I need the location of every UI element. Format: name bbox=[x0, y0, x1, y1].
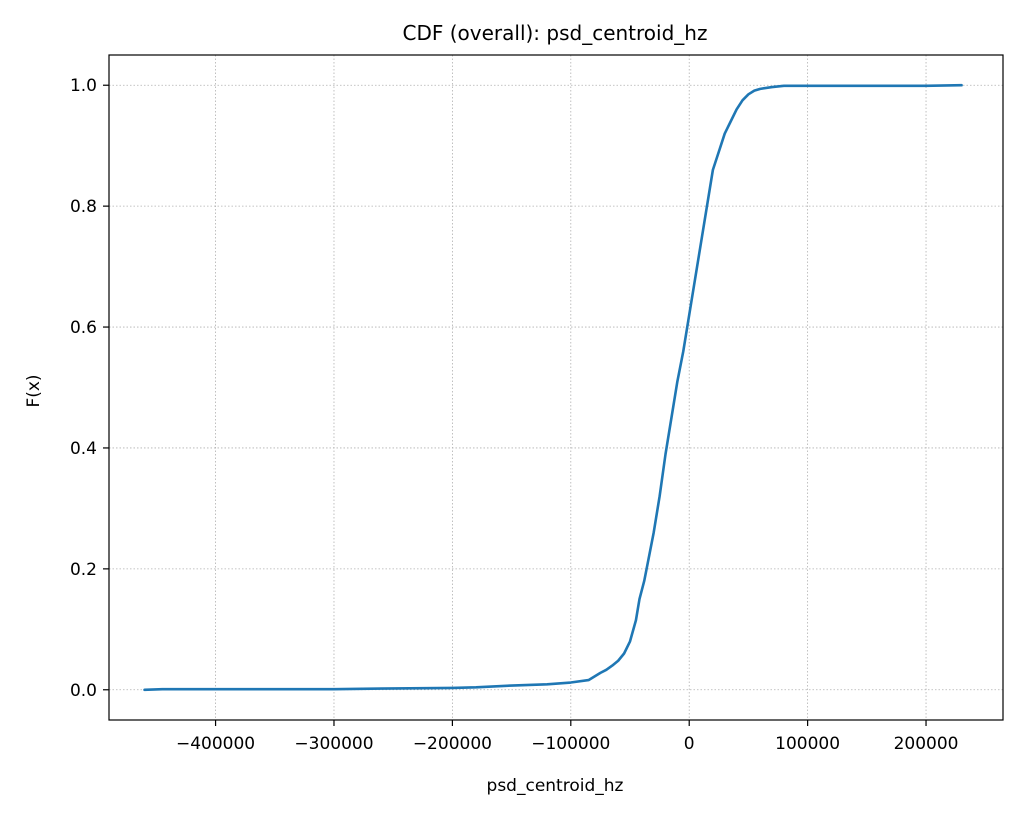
x-axis-label: psd_centroid_hz bbox=[487, 776, 624, 796]
cdf-series-line bbox=[143, 83, 963, 692]
x-tick-label: −100000 bbox=[531, 734, 610, 754]
plot-frame bbox=[108, 54, 1004, 721]
x-tick-label: −200000 bbox=[413, 734, 492, 754]
x-tick-label: 100000 bbox=[775, 734, 840, 754]
y-tick-label: 0.2 bbox=[70, 560, 97, 580]
x-tick-label: −400000 bbox=[176, 734, 255, 754]
grid bbox=[109, 55, 1003, 720]
y-tick-label: 0.8 bbox=[70, 197, 97, 217]
x-tick-label: 200000 bbox=[894, 734, 959, 754]
y-axis-label: F(x) bbox=[24, 374, 44, 407]
series-layer bbox=[143, 83, 963, 692]
y-tick-label: 1.0 bbox=[70, 76, 97, 96]
y-tick-label: 0.6 bbox=[70, 318, 97, 338]
y-axis: 0.0 0.2 0.4 0.6 0.8 1.0 bbox=[70, 76, 109, 701]
y-tick-label: 0.0 bbox=[70, 681, 97, 701]
y-tick-label: 0.4 bbox=[70, 439, 97, 459]
x-tick-label: −300000 bbox=[294, 734, 373, 754]
x-axis: −400000 −300000 −200000 −100000 0 100000 20000… bbox=[176, 720, 958, 754]
chart-title: CDF (overall): psd_centroid_hz bbox=[403, 21, 708, 45]
x-tick-label: 0 bbox=[684, 734, 695, 754]
